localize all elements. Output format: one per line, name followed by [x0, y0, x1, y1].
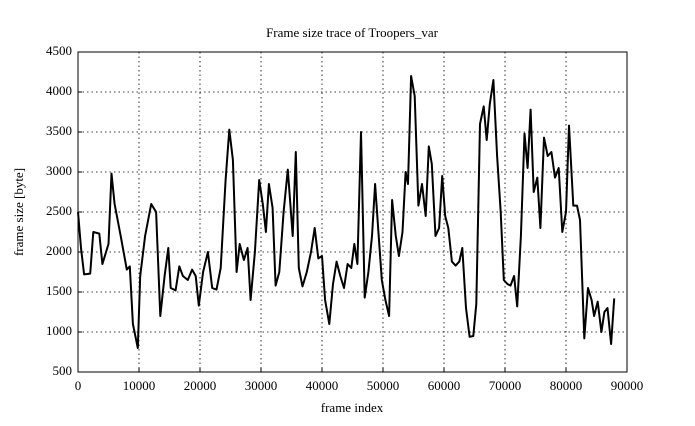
x-axis-label: frame index: [321, 400, 384, 415]
x-tick-label: 50000: [367, 378, 400, 393]
x-tick-label: 20000: [184, 378, 217, 393]
y-tick-label: 2500: [46, 203, 72, 218]
y-tick-label: 1500: [46, 283, 72, 298]
x-tick-label: 40000: [306, 378, 339, 393]
x-tick-label: 70000: [489, 378, 522, 393]
x-tick-label: 0: [75, 378, 82, 393]
x-tick-label: 80000: [550, 378, 583, 393]
y-tick-label: 1000: [46, 323, 72, 338]
y-axis-label: frame size [byte]: [11, 168, 26, 256]
y-tick-label: 2000: [46, 243, 72, 258]
x-tick-label: 60000: [428, 378, 461, 393]
x-tick-label: 10000: [123, 378, 156, 393]
data-line: [77, 75, 616, 349]
y-tick-label: 3500: [46, 123, 72, 138]
y-tick-label: 4000: [46, 83, 72, 98]
y-tick-label: 3000: [46, 163, 72, 178]
x-tick-label: 90000: [611, 378, 644, 393]
y-tick-label: 4500: [46, 43, 72, 58]
y-tick-label: 500: [53, 363, 73, 378]
x-tick-label: 30000: [245, 378, 278, 393]
chart-title: Frame size trace of Troopers_var: [266, 25, 439, 40]
